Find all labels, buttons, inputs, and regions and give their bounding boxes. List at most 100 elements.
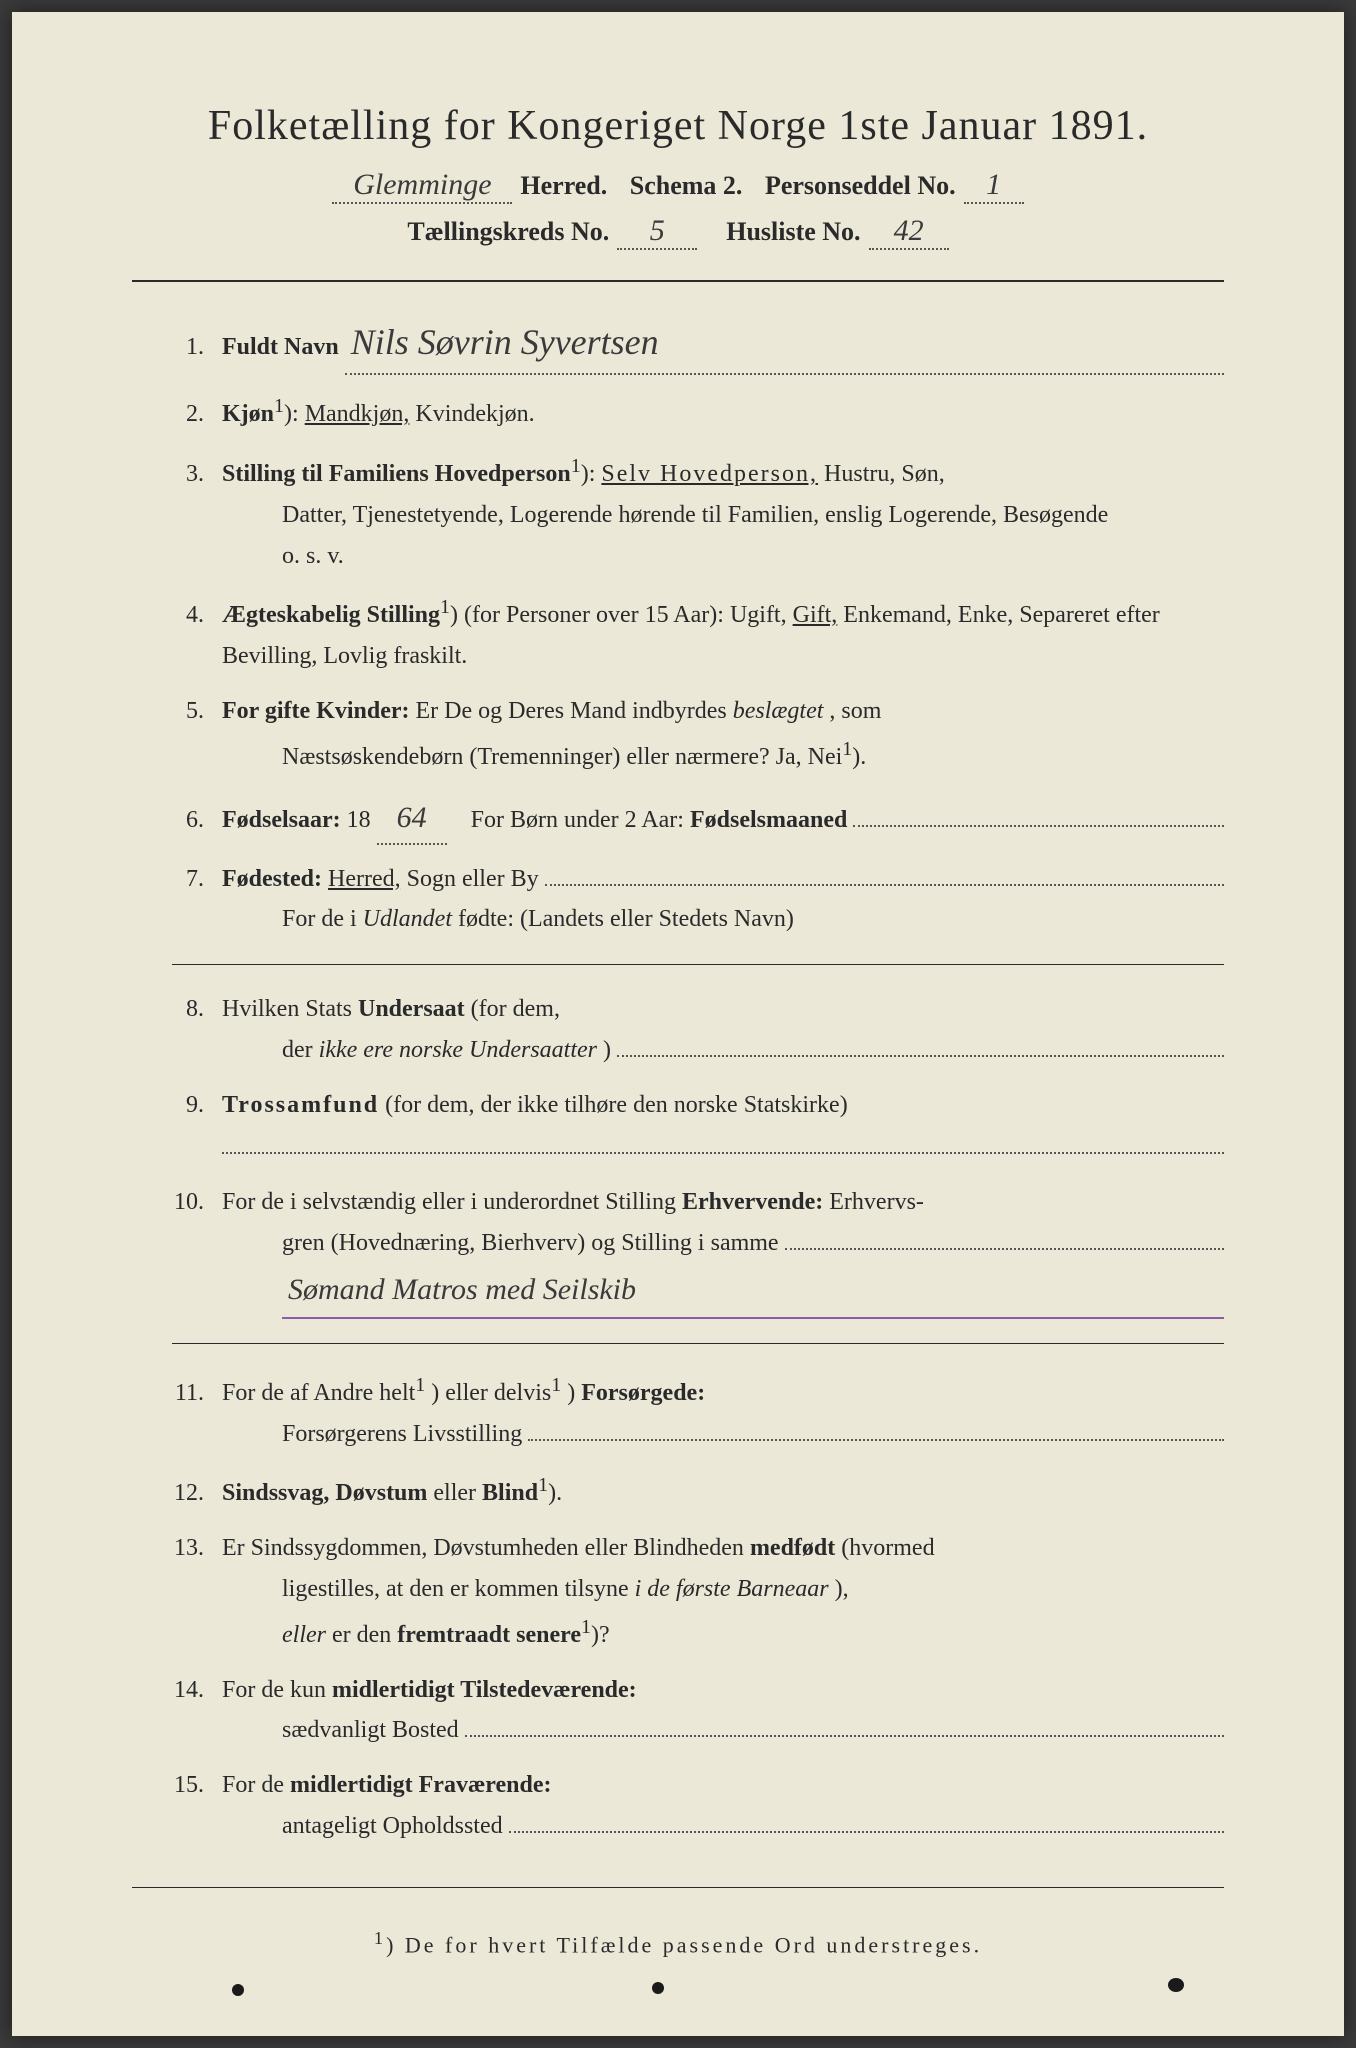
- selected: Gift,: [793, 602, 838, 628]
- form-header: Folketælling for Kongeriget Norge 1ste J…: [132, 102, 1224, 250]
- row-num: 1.: [172, 327, 222, 368]
- blank: [465, 1735, 1224, 1737]
- selected: Herred,: [328, 859, 401, 900]
- herred-label: Herred.: [520, 171, 607, 201]
- blank: [528, 1439, 1224, 1441]
- l3a: er den: [332, 1622, 397, 1648]
- label2: Fødselsmaaned: [690, 800, 847, 841]
- row-12: 12. Sindssvag, Døvstum eller Blind1).: [172, 1468, 1224, 1514]
- row-5: 5. For gifte Kvinder: Er De og Deres Man…: [172, 691, 1224, 778]
- t: For de kun: [222, 1677, 332, 1703]
- sup: 1: [571, 455, 581, 477]
- b1: medfødt: [750, 1535, 835, 1561]
- row-num: 11.: [172, 1373, 222, 1414]
- divider-top: [132, 280, 1224, 282]
- rest: Kvindekjøn.: [415, 401, 534, 427]
- b: midlertidigt Tilstedeværende:: [332, 1677, 637, 1703]
- blank: [545, 884, 1224, 886]
- year-value: 64: [377, 792, 447, 845]
- t: For de: [222, 1772, 290, 1798]
- l3sup: 1: [581, 1616, 591, 1638]
- husliste-no: 42: [869, 214, 949, 250]
- t1: Hvilken Stats: [222, 996, 358, 1022]
- row-num: 10.: [172, 1182, 222, 1223]
- b1: Erhvervende:: [682, 1189, 823, 1215]
- selected: Selv Hovedperson,: [601, 461, 818, 487]
- row-num: 8.: [172, 989, 222, 1030]
- sup: 1: [274, 395, 284, 417]
- divider-mid2: [172, 1343, 1224, 1344]
- row-4: 4. Ægteskabelig Stilling1) (for Personer…: [172, 590, 1224, 677]
- footnote-text: ) De for hvert Tilfælde passende Ord und…: [386, 1932, 982, 1957]
- t1: Er Sindssygdommen, Døvstumheden eller Bl…: [222, 1535, 750, 1561]
- line2: Datter, Tjenestetyende, Logerende hørend…: [222, 495, 1224, 536]
- l2b: fødte: (Landets eller Stedets Navn): [458, 906, 794, 932]
- l2em: i de første Barneaar: [635, 1576, 829, 1602]
- label: Undersaat: [358, 996, 465, 1022]
- row-num: 2.: [172, 394, 222, 435]
- occupation-value: Sømand Matros med Seilskib: [282, 1264, 1224, 1319]
- l3end: )?: [591, 1622, 610, 1648]
- l2: sædvanligt Bosted: [282, 1710, 459, 1751]
- herred-row: Glemminge Herred. Schema 2. Personseddel…: [132, 168, 1224, 204]
- l2b: ),: [835, 1576, 849, 1602]
- sup: 1: [440, 596, 450, 618]
- s2: 1: [551, 1374, 561, 1396]
- form-body: 1. Fuldt Navn Nils Søvrin Syvertsen 2. K…: [132, 312, 1224, 1847]
- post: For Børn under 2 Aar:: [471, 800, 684, 841]
- row-6: 6. Fødselsaar: 1864 For Børn under 2 Aar…: [172, 792, 1224, 845]
- row-num: 15.: [172, 1765, 222, 1806]
- row-11: 11. For de af Andre helt1 ) eller delvis…: [172, 1368, 1224, 1455]
- personseddel-no: 1: [964, 168, 1024, 204]
- line1: Hustru, Søn,: [824, 461, 945, 487]
- t1: Er De og Deres Mand indbyrdes: [416, 698, 733, 724]
- sup: 1: [842, 738, 852, 760]
- l2em: Udlandet: [363, 906, 452, 932]
- kreds-row: Tællingskreds No. 5 Husliste No. 42: [132, 214, 1224, 250]
- herred-value: Glemminge: [332, 168, 512, 204]
- t1: For de af Andre helt: [222, 1380, 415, 1406]
- page-defect: [652, 1982, 664, 1994]
- label: Trossamfund: [222, 1092, 379, 1118]
- selected: Mandkjøn,: [305, 401, 410, 427]
- b1: Sindssvag, Døvstum: [222, 1480, 427, 1506]
- row-num: 5.: [172, 691, 222, 732]
- form-title: Folketælling for Kongeriget Norge 1ste J…: [132, 102, 1224, 150]
- row-3: 3. Stilling til Familiens Hovedperson1):…: [172, 449, 1224, 576]
- s1: 1: [415, 1374, 425, 1396]
- t2: Erhvervs-: [829, 1189, 924, 1215]
- t: eller: [433, 1480, 482, 1506]
- end: ).: [548, 1480, 562, 1506]
- label: Fuldt Navn: [222, 327, 339, 368]
- post: (for Personer over 15 Aar): Ugift,: [464, 602, 793, 628]
- row-num: 3.: [172, 454, 222, 495]
- l2b: ): [603, 1030, 611, 1071]
- l2a: der: [282, 1030, 313, 1071]
- l2em: ikke ere norske Undersaatter: [319, 1030, 597, 1071]
- l2: Forsørgerens Livsstilling: [282, 1414, 522, 1455]
- row-9: 9. Trossamfund (for dem, der ikke tilhør…: [172, 1085, 1224, 1168]
- label: Stilling til Familiens Hovedperson: [222, 461, 571, 487]
- l2: antageligt Opholdssted: [282, 1806, 503, 1847]
- rest: Sogn eller By: [407, 859, 539, 900]
- taellingskreds-no: 5: [617, 214, 697, 250]
- blank: [853, 825, 1224, 827]
- row-14: 14. For de kun midlertidigt Tilstedevære…: [172, 1670, 1224, 1752]
- row-8: 8. Hvilken Stats Undersaat (for dem, der…: [172, 989, 1224, 1071]
- husliste-label: Husliste No.: [726, 217, 860, 247]
- row-num: 14.: [172, 1670, 222, 1711]
- end: ).: [852, 744, 866, 770]
- l2: gren (Hovednæring, Bierhverv) og Stillin…: [282, 1223, 779, 1264]
- row-13: 13. Er Sindssygdommen, Døvstumheden elle…: [172, 1528, 1224, 1655]
- l3em: eller: [282, 1622, 326, 1648]
- divider-bottom: [132, 1887, 1224, 1888]
- prefix: 18: [347, 800, 371, 841]
- b2: Blind: [482, 1480, 538, 1506]
- personseddel-label: Personseddel No.: [765, 171, 956, 201]
- row-15: 15. For de midlertidigt Fraværende: anta…: [172, 1765, 1224, 1847]
- b: midlertidigt Fraværende:: [290, 1772, 552, 1798]
- label: Fødested:: [222, 859, 322, 900]
- footnote-sup: 1: [374, 1928, 386, 1948]
- l2a: ligestilles, at den er kommen tilsyne: [282, 1576, 635, 1602]
- row-1: 1. Fuldt Navn Nils Søvrin Syvertsen: [172, 312, 1224, 375]
